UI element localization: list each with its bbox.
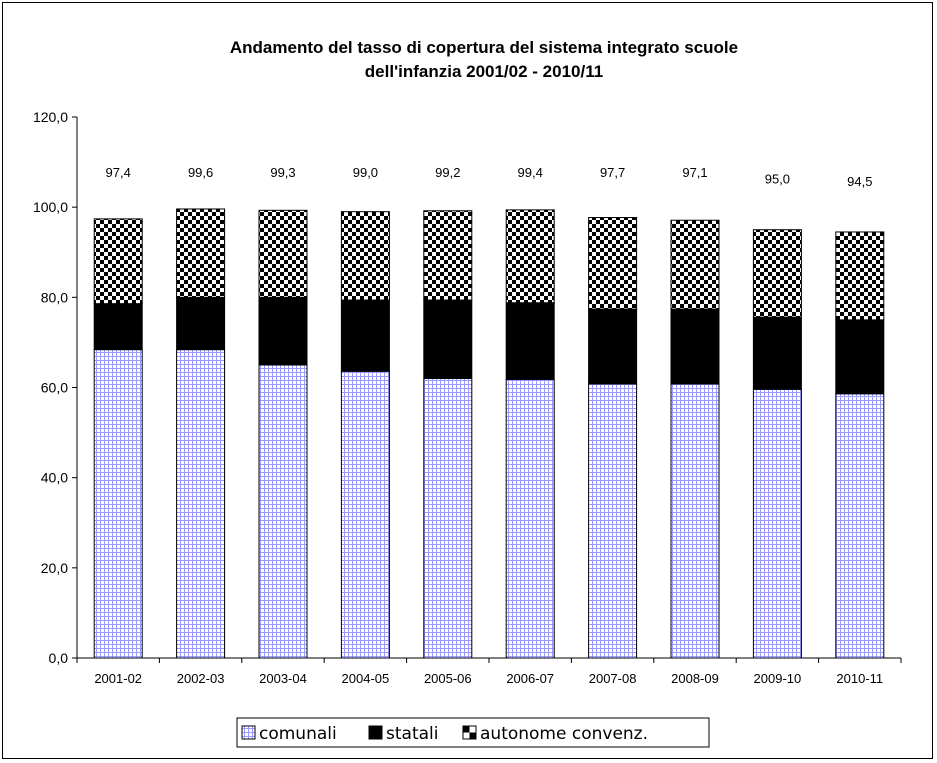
y-tick-label: 20,0: [41, 560, 68, 576]
x-tick-label: 2007-08: [589, 671, 637, 686]
y-tick-label: 120,0: [33, 109, 68, 125]
x-tick-label: 2003-04: [259, 671, 307, 686]
total-data-label: 99,2: [435, 165, 460, 180]
bar-segment-comunali: [423, 377, 473, 659]
bars: [93, 208, 885, 659]
bar-segment-comunali: [505, 378, 555, 659]
legend: comunali statali autonome convenz.: [236, 717, 710, 748]
bar-segment-statali: [835, 319, 885, 395]
bar-segment-comunali: [258, 364, 308, 659]
legend-label-autonome: autonome convenz.: [480, 724, 648, 744]
y-tick-label: 0,0: [49, 650, 69, 666]
legend-label-comunali: comunali: [259, 724, 337, 744]
bar-segment-autonome: [258, 209, 308, 298]
bar-segment-comunali: [752, 388, 802, 659]
bar-segment-autonome: [588, 217, 638, 310]
bar-segment-statali: [752, 316, 802, 390]
total-labels: 97,4 99,6 99,3 99,0 99,2 99,4 97,7 97,1 95,0 94,5: [106, 165, 873, 189]
y-tick-label: 100,0: [33, 199, 68, 215]
x-tick-label: 2005-06: [424, 671, 472, 686]
bar-segment-autonome: [176, 208, 226, 298]
bar-segment-comunali: [176, 349, 226, 659]
x-tick-label: 2004-05: [342, 671, 390, 686]
y-tick-label: 80,0: [41, 289, 68, 305]
bar-segment-autonome: [505, 209, 555, 304]
legend-label-statali: statali: [386, 724, 438, 744]
bar-segment-comunali: [93, 349, 143, 659]
x-tick-label: 2010-11: [836, 671, 883, 686]
bar-segment-autonome: [752, 229, 802, 318]
total-data-label: 99,6: [188, 165, 213, 180]
bar-segment-comunali: [340, 370, 390, 659]
legend-swatch-statali: [368, 725, 383, 740]
bar-segment-autonome: [423, 210, 473, 301]
total-data-label: 97,1: [682, 165, 707, 180]
x-tick-label: 2009-10: [754, 671, 802, 686]
bar-segment-statali: [423, 299, 473, 379]
bar-segment-statali: [176, 296, 226, 351]
y-axis: 0,0 20,0 40,0 60,0 80,0 100,0 120,0: [33, 109, 78, 666]
bar-segment-statali: [670, 308, 720, 385]
x-tick-label: 2001-02: [94, 671, 142, 686]
x-axis: 2001-02 2002-03 2003-04 2004-05 2005-06 2006-…: [76, 657, 902, 686]
y-tick-label: 60,0: [41, 380, 68, 396]
total-data-label: 99,4: [518, 165, 543, 180]
total-data-label: 99,0: [353, 165, 378, 180]
legend-swatch-autonome-check-a: [463, 726, 470, 733]
bar-segment-statali: [93, 303, 143, 351]
total-data-label: 97,7: [600, 165, 625, 180]
x-tick-label: 2008-09: [671, 671, 719, 686]
legend-swatch-autonome-check-b: [469, 732, 476, 739]
x-tick-label: 2002-03: [177, 671, 225, 686]
total-data-label: 94,5: [847, 174, 872, 189]
y-tick-label: 40,0: [41, 470, 68, 486]
bar-segment-autonome: [670, 219, 720, 310]
chart-title-line-2: dell'infanzia 2001/02 - 2010/11: [365, 62, 603, 81]
bar-segment-comunali: [670, 383, 720, 659]
bar-segment-statali: [258, 296, 308, 366]
bar-segment-comunali: [588, 383, 638, 659]
legend-swatch-comunali: [241, 725, 256, 740]
bar-segment-statali: [588, 308, 638, 385]
bar-segment-autonome: [93, 218, 143, 305]
bar-segment-comunali: [835, 393, 885, 659]
total-data-label: 99,3: [270, 165, 295, 180]
total-data-label: 97,4: [106, 165, 131, 180]
chart-title-line-1: Andamento del tasso di copertura del sis…: [230, 38, 738, 57]
bar-segment-autonome: [835, 231, 885, 321]
bar-segment-statali: [340, 299, 390, 372]
bar-segment-autonome: [340, 211, 390, 301]
bar-segment-statali: [505, 302, 555, 380]
x-tick-label: 2006-07: [506, 671, 554, 686]
total-data-label: 95,0: [765, 172, 790, 187]
